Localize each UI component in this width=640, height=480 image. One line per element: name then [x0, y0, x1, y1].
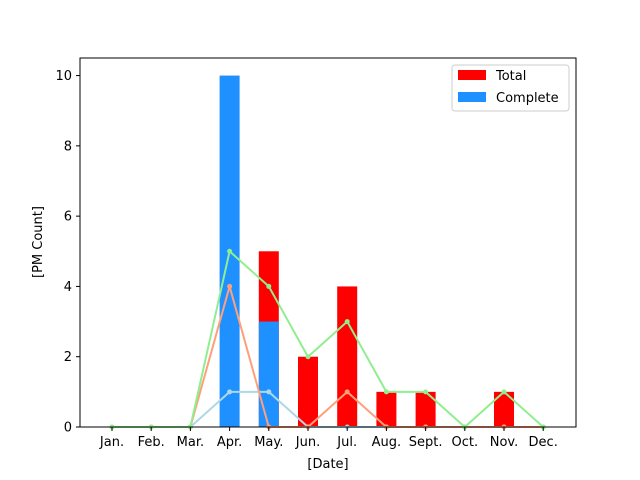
legend: Total Complete: [451, 64, 570, 112]
series-point-3-11: [501, 389, 507, 395]
legend-swatch-total: [458, 70, 486, 80]
x-tick-label-2: Feb.: [138, 435, 165, 450]
x-tick-label-11: Nov.: [490, 435, 519, 450]
x-tick-label-4: Apr.: [217, 435, 242, 450]
bar-total-11: [494, 391, 514, 427]
series-point-3-8: [383, 389, 389, 395]
legend-label-total: Total: [495, 69, 526, 84]
series-point-1-5: [266, 389, 272, 395]
bar-total-7: [337, 286, 358, 427]
x-tick-label-12: Dec.: [529, 435, 558, 450]
y-tick-label-6: 10: [55, 69, 72, 84]
bar-complete-5: [258, 321, 279, 427]
series-point-3-4: [227, 248, 233, 254]
x-tick-label-3: Mar.: [177, 435, 204, 450]
x-tick-label-10: Oct.: [451, 435, 478, 450]
series-point-1-4: [227, 389, 233, 395]
y-tick-label-5: 8: [64, 139, 72, 154]
x-tick-label-9: Sept.: [409, 435, 443, 450]
x-tick-label-5: May.: [254, 435, 283, 450]
x-tick-label-7: Jul.: [336, 435, 357, 450]
x-axis-label: [Date]: [307, 457, 348, 472]
series-point-3-5: [266, 283, 272, 289]
series-point-3-9: [423, 389, 429, 395]
ticks-layer: Jan. Feb. Mar. Apr. May. Jun. Jul. Aug. Sept. Oct…: [55, 69, 557, 450]
y-tick-label-3: 4: [64, 280, 72, 295]
series-point-3-6: [305, 354, 311, 360]
series-point-2-7: [344, 389, 350, 395]
y-tick-label-2: 2: [64, 350, 72, 365]
y-tick-label-4: 6: [64, 210, 72, 225]
y-axis-label: [PM Count]: [31, 206, 46, 278]
y-tick-label-1: 0: [64, 421, 72, 436]
series-point-2-4: [227, 283, 233, 289]
legend-swatch-complete: [458, 92, 486, 102]
legend-label-complete: Complete: [496, 91, 559, 106]
plot-frame: [79, 57, 577, 428]
x-tick-label-6: Jun.: [295, 435, 320, 450]
bar-total-6: [298, 356, 318, 427]
bar-total-9: [415, 391, 436, 427]
series-point-3-7: [344, 319, 350, 325]
x-tick-label-8: Aug.: [372, 435, 402, 450]
bar-total-8: [376, 391, 397, 427]
x-tick-label-1: Jan.: [99, 435, 124, 450]
